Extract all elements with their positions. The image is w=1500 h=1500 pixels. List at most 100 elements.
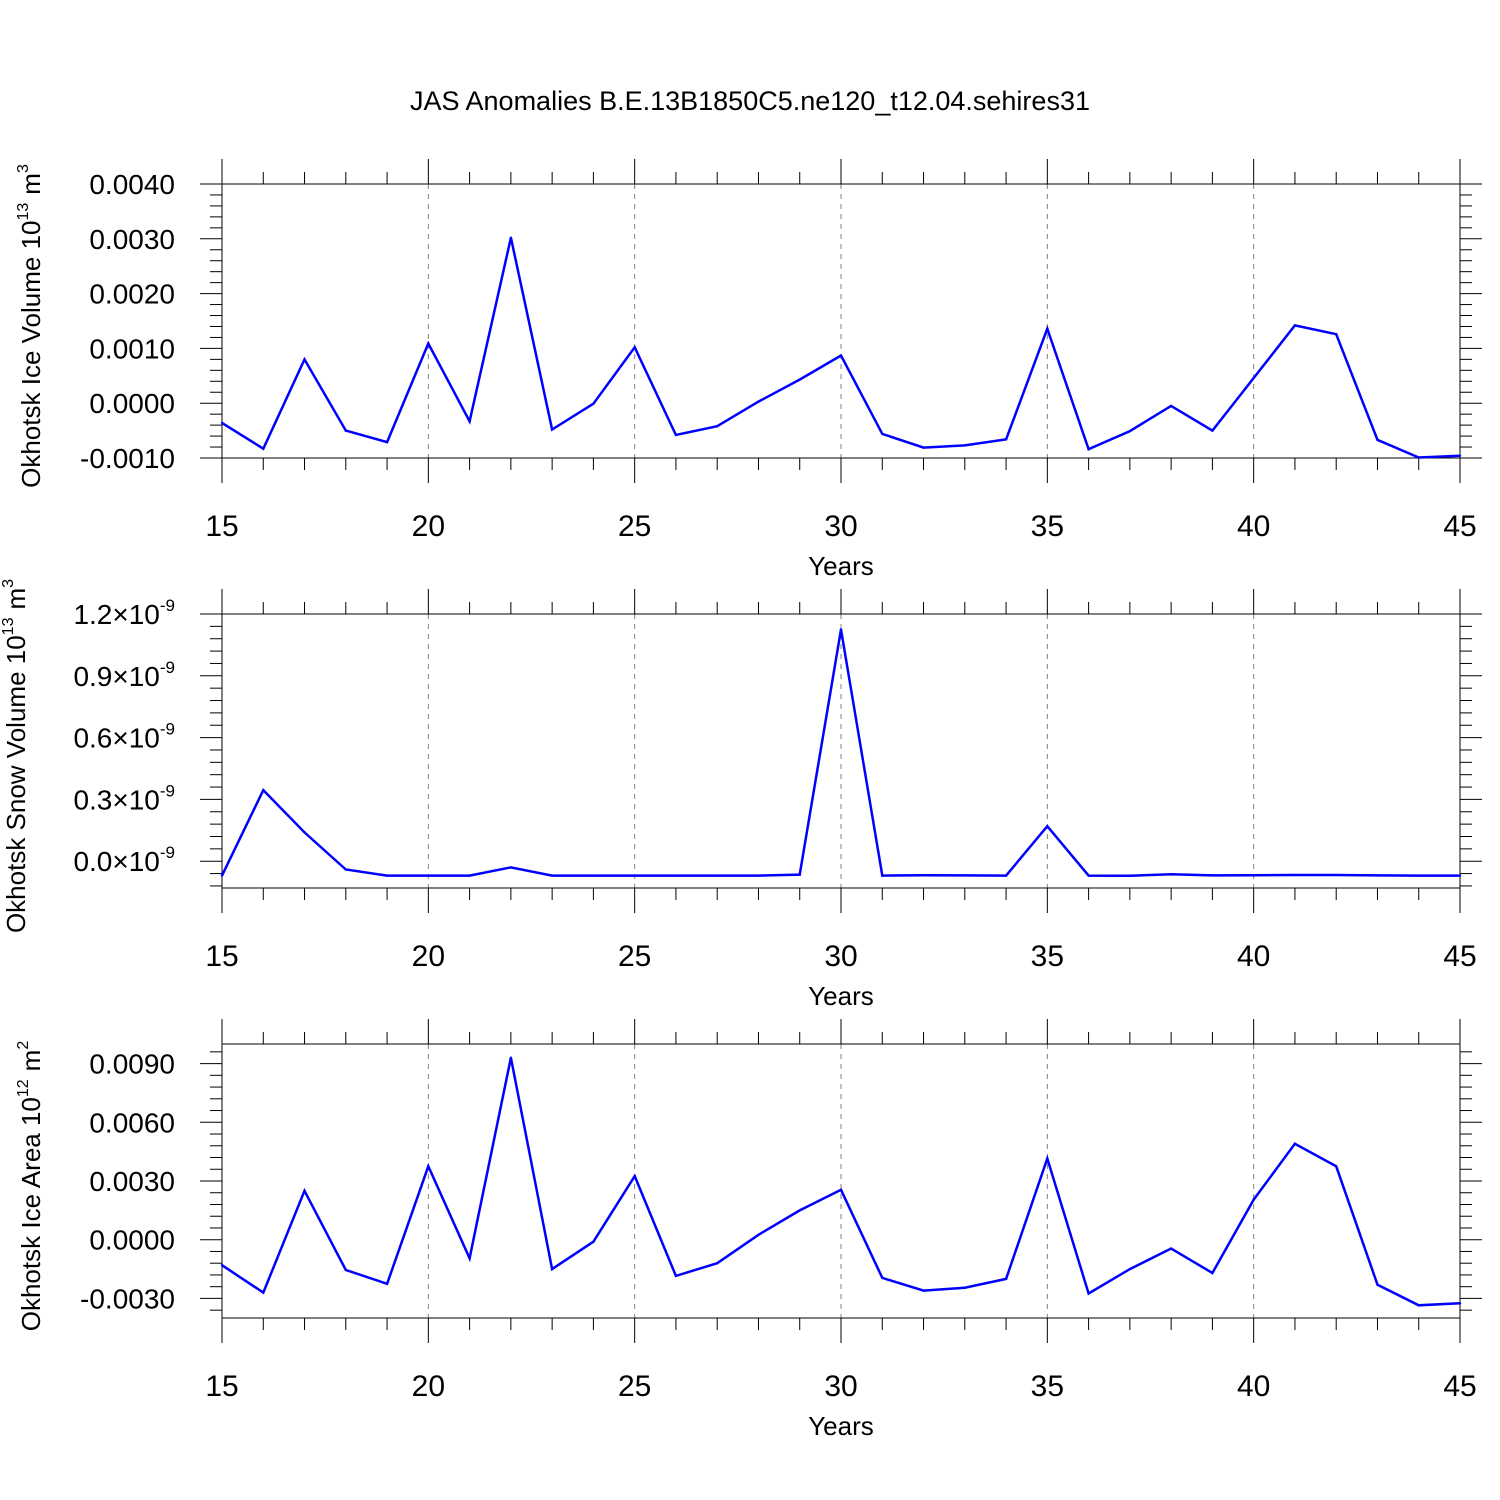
x-axis-label: Years bbox=[808, 981, 874, 1011]
y-tick-label: 0.0040 bbox=[89, 169, 175, 200]
data-point bbox=[963, 1286, 966, 1289]
y-tick-exponent: -9 bbox=[160, 781, 175, 800]
y-axis-label: Okhotsk Ice Volume 1013 m3 bbox=[15, 164, 46, 488]
y-tick-label: 0.0030 bbox=[89, 224, 175, 255]
data-point bbox=[385, 1282, 389, 1285]
data-point bbox=[344, 429, 347, 432]
data-point bbox=[674, 1274, 678, 1278]
x-tick-label: 35 bbox=[1031, 1370, 1064, 1403]
y-tick-value: 0.0 bbox=[73, 846, 112, 877]
data-point bbox=[1128, 874, 1132, 878]
y-tick-value: -0.0010 bbox=[80, 443, 175, 474]
x-tick-label: 30 bbox=[824, 510, 857, 543]
y-tick-value: 0.0020 bbox=[89, 279, 175, 310]
data-point bbox=[1335, 332, 1338, 336]
y-label-text: Okhotsk Ice Volume 10 bbox=[16, 221, 46, 488]
data-point bbox=[1417, 456, 1420, 459]
x-tick-label: 25 bbox=[618, 940, 651, 973]
data-point bbox=[881, 1276, 884, 1280]
y-tick-multiplier: ×10 bbox=[112, 846, 160, 877]
y-tick-multiplier: ×10 bbox=[112, 784, 160, 815]
data-point bbox=[1293, 324, 1297, 327]
y-tick-label: -0.0030 bbox=[80, 1283, 175, 1314]
data-point bbox=[839, 1188, 843, 1192]
y-label-unit-exponent: 3 bbox=[0, 579, 17, 588]
data-point bbox=[881, 874, 884, 877]
y-tick-value: 0.0010 bbox=[89, 333, 175, 364]
data-point bbox=[385, 440, 389, 444]
data-point bbox=[344, 868, 347, 871]
x-tick-label: 20 bbox=[412, 1370, 445, 1403]
y-tick-value: 1.2 bbox=[73, 599, 112, 630]
data-point bbox=[303, 831, 306, 834]
panel-1: 15 20 25 30 35 40 45 Years 0.0040 0.0030 0.0020 0.0… bbox=[15, 159, 1482, 581]
data-point bbox=[262, 788, 265, 792]
y-tick-value: 0.0030 bbox=[89, 1166, 175, 1197]
y-tick-multiplier: ×10 bbox=[112, 599, 160, 630]
data-point bbox=[303, 1189, 306, 1192]
data-point bbox=[839, 628, 843, 631]
data-point bbox=[674, 874, 678, 877]
y-tick-label: 0.0×10-9 bbox=[73, 843, 175, 877]
data-point bbox=[716, 874, 719, 877]
y-label-exponent: 13 bbox=[0, 617, 17, 635]
data-point bbox=[1335, 873, 1338, 877]
data-point bbox=[220, 421, 224, 425]
data-point bbox=[1335, 1165, 1338, 1168]
y-axis-label: Okhotsk Snow Volume 1013 m3 bbox=[0, 579, 31, 933]
data-point bbox=[1293, 1142, 1297, 1146]
data-point bbox=[1458, 874, 1462, 877]
y-label-exponent: 13 bbox=[15, 203, 32, 221]
data-point bbox=[1128, 429, 1132, 433]
data-point bbox=[1004, 1277, 1008, 1281]
y-tick-label: 0.0010 bbox=[89, 333, 175, 364]
x-tick-label: 40 bbox=[1237, 1370, 1270, 1403]
panel-3: 15 20 25 30 35 40 45 Years 0.0090 0.0060 0.0030 0.0… bbox=[15, 1019, 1482, 1441]
data-point bbox=[385, 874, 389, 877]
x-tick-label: 25 bbox=[618, 1370, 651, 1403]
data-point bbox=[633, 346, 636, 349]
data-point bbox=[1211, 874, 1214, 877]
x-tick-label: 35 bbox=[1031, 940, 1064, 973]
x-tick-label: 40 bbox=[1237, 940, 1270, 973]
y-label-text: Okhotsk Ice Area 10 bbox=[16, 1097, 46, 1331]
data-point bbox=[1252, 874, 1255, 877]
y-tick-value: -0.0030 bbox=[80, 1283, 175, 1314]
data-point bbox=[633, 1174, 636, 1178]
data-point bbox=[1128, 1267, 1132, 1271]
data-point bbox=[1417, 1304, 1420, 1307]
data-point bbox=[1376, 1283, 1379, 1286]
data-point bbox=[1004, 438, 1008, 441]
data-point bbox=[220, 1263, 224, 1267]
data-point bbox=[963, 874, 966, 877]
y-tick-exponent: -9 bbox=[160, 720, 175, 739]
data-point bbox=[592, 1240, 595, 1243]
data-point bbox=[509, 236, 513, 239]
data-point bbox=[550, 428, 554, 431]
y-tick-value: 0.0090 bbox=[89, 1049, 175, 1080]
data-point bbox=[757, 874, 760, 877]
data-point bbox=[550, 874, 554, 877]
y-tick-value: 0.0060 bbox=[89, 1107, 175, 1138]
data-point bbox=[798, 378, 801, 381]
y-label-text: Okhotsk Snow Volume 10 bbox=[1, 635, 31, 933]
x-axis-label: Years bbox=[808, 551, 874, 581]
data-point bbox=[427, 874, 430, 877]
data-point bbox=[509, 1056, 513, 1059]
data-point bbox=[1004, 874, 1008, 877]
x-tick-label: 35 bbox=[1031, 510, 1064, 543]
data-point bbox=[592, 402, 595, 405]
data-point bbox=[344, 1268, 347, 1272]
x-tick-label: 20 bbox=[412, 940, 445, 973]
data-point bbox=[1087, 448, 1090, 451]
x-tick-label: 45 bbox=[1443, 510, 1476, 543]
y-tick-value: 0.0040 bbox=[89, 169, 175, 200]
x-tick-label: 30 bbox=[824, 1370, 857, 1403]
data-point bbox=[1169, 1247, 1173, 1250]
data-point bbox=[839, 354, 843, 357]
data-point bbox=[963, 444, 966, 447]
data-point bbox=[1087, 1292, 1090, 1295]
y-tick-label: 0.0060 bbox=[89, 1107, 175, 1138]
data-point bbox=[716, 1262, 719, 1265]
